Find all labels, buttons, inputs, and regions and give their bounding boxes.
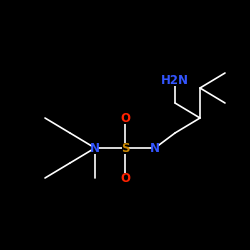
FancyBboxPatch shape [122,142,128,154]
FancyBboxPatch shape [122,172,128,184]
Text: S: S [121,142,129,154]
Text: N: N [90,142,100,154]
Text: O: O [120,172,130,184]
Text: H2N: H2N [161,74,189,86]
Text: N: N [150,142,160,154]
Text: O: O [120,112,130,124]
FancyBboxPatch shape [92,142,98,154]
FancyBboxPatch shape [122,112,128,124]
FancyBboxPatch shape [152,142,158,154]
FancyBboxPatch shape [165,74,185,86]
